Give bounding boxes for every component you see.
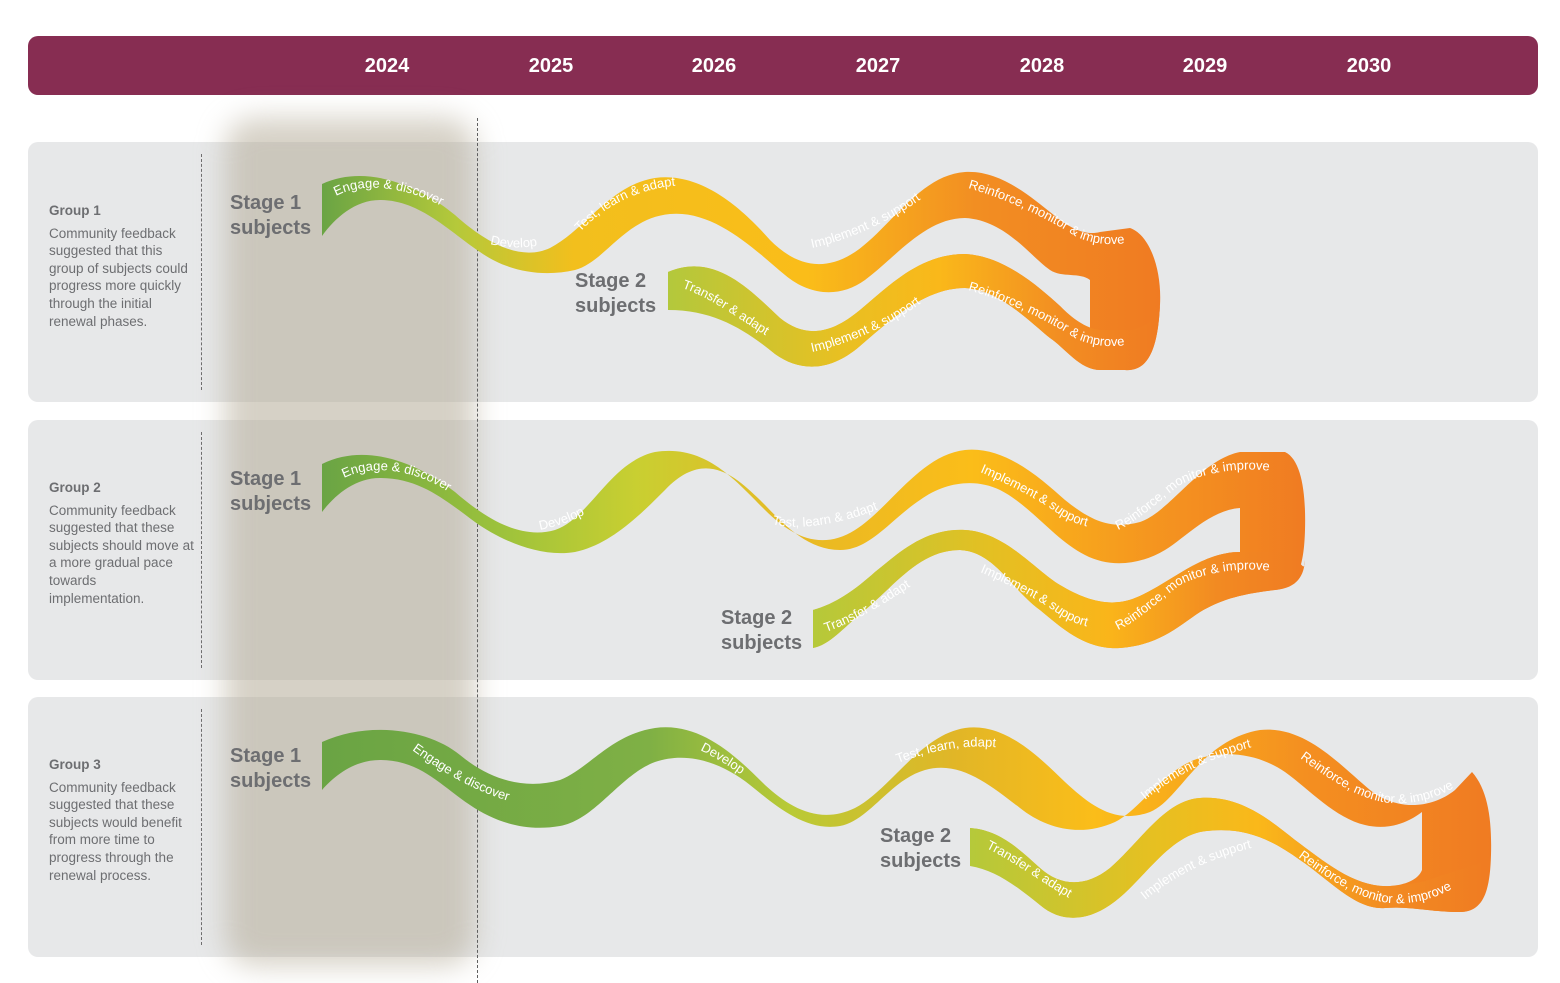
group-title: Group 3 (49, 757, 101, 772)
stage-2-label: Stage 2 (575, 270, 646, 292)
stage-1-label-line2: subjects (230, 493, 311, 515)
panel-divider (201, 154, 202, 390)
year-header-bar: 2024 2025 2026 2027 2028 2029 2030 (28, 36, 1538, 95)
panel-divider (201, 709, 202, 945)
year-label: 2028 (1019, 55, 1065, 77)
phase-label: Implement & support (979, 461, 1090, 529)
year-2024-highlight (225, 118, 475, 966)
group-title: Group 2 (49, 480, 101, 495)
stage-2-label: Stage 2 (721, 607, 792, 629)
group-2-stage-2-ribbon (813, 529, 1305, 649)
group-description-text: Community feedback suggested that this g… (49, 225, 188, 329)
stage-1-label: Stage 1 (230, 468, 301, 490)
phase-label: Implement & support (1138, 736, 1253, 803)
phase-label: Implement & support (809, 293, 923, 355)
panel-divider (201, 432, 202, 668)
stage-2-label-line2: subjects (721, 632, 802, 654)
year-label: 2030 (1346, 55, 1392, 77)
year-boundary-line (477, 118, 478, 983)
group-title: Group 1 (49, 203, 101, 218)
year-label: 2029 (1182, 55, 1228, 77)
stage-2-label-line2: subjects (575, 295, 656, 317)
stage-1-label: Stage 1 (230, 745, 301, 767)
year-label: 2026 (691, 55, 737, 77)
year-label: 2025 (528, 55, 574, 77)
group-description: Group 1 Community feedback suggested tha… (49, 202, 194, 330)
group-3-stage-1-ribbon (322, 727, 1492, 918)
stage-1-label-line2: subjects (230, 770, 311, 792)
stage-2-label: Stage 2 (880, 825, 951, 847)
group-description: Group 3 Community feedback suggested tha… (49, 756, 194, 884)
year-label: 2027 (855, 55, 901, 77)
group-description: Group 2 Community feedback suggested tha… (49, 479, 194, 607)
group-description-text: Community feedback suggested that these … (49, 502, 194, 606)
phase-label: Develop (489, 232, 537, 250)
group-1-stage-2-ribbon (668, 254, 1160, 371)
year-label: 2024 (364, 55, 410, 77)
group-3-stage-2-ribbon (970, 797, 1490, 918)
group-description-text: Community feedback suggested that these … (49, 779, 182, 883)
stage-1-label-line2: subjects (230, 217, 311, 239)
stage-2-label-line2: subjects (880, 850, 961, 872)
stage-1-label: Stage 1 (230, 192, 301, 214)
